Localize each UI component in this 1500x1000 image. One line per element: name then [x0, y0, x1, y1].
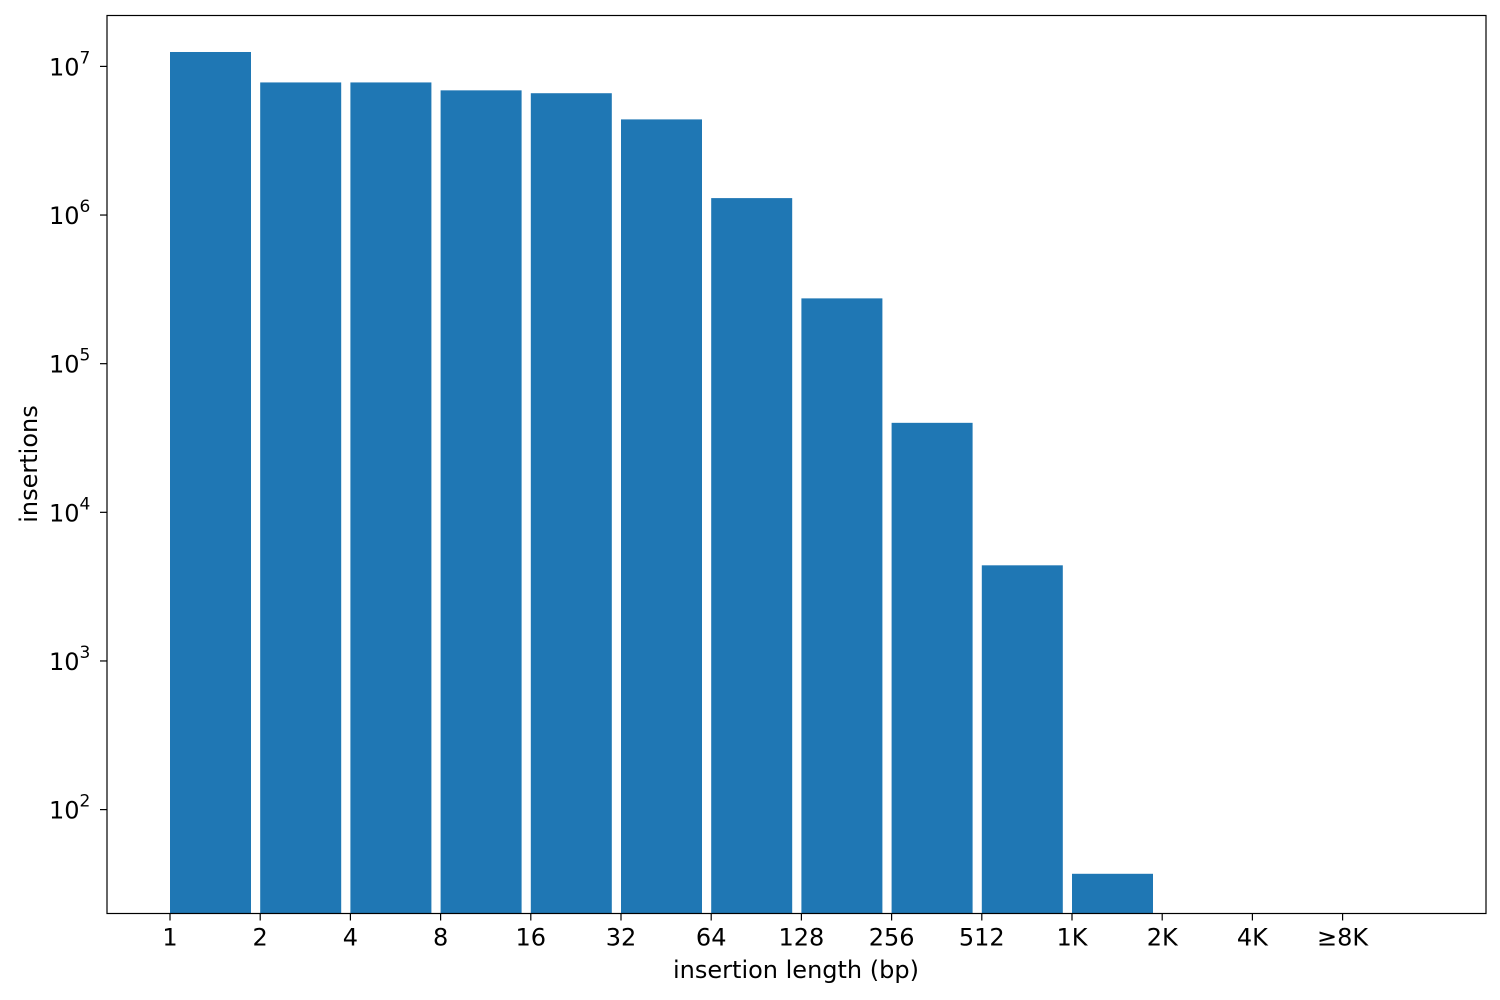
bar-8: [440, 90, 522, 914]
x-tick-label: 1K: [1056, 924, 1088, 952]
bar-2: [260, 82, 342, 914]
y-tick-label: 105: [49, 346, 90, 379]
y-tick-label: 107: [49, 48, 90, 81]
y-axis-label: insertions: [15, 405, 43, 523]
bar-32: [621, 119, 702, 914]
x-tick-label: 8: [433, 924, 448, 952]
x-axis-ticks: 1 2 4 8 16 32 64 128 256 512 1K 2K 4K ≥8K: [162, 913, 1369, 952]
x-tick-label: 4: [343, 924, 358, 952]
x-tick-label: 32: [606, 924, 637, 952]
bar-16: [530, 93, 612, 914]
x-tick-label: 256: [869, 924, 915, 952]
y-axis-ticks: 102 103 104 105 106 107: [49, 48, 107, 825]
x-tick-label: 16: [516, 924, 547, 952]
x-tick-label: ≥8K: [1317, 924, 1369, 952]
x-tick-label: 64: [696, 924, 727, 952]
y-tick-label: 106: [49, 197, 90, 230]
bar-128: [801, 298, 883, 914]
y-tick-label: 103: [49, 643, 90, 676]
bar-256: [891, 422, 973, 914]
plot-frame: [106, 14, 1487, 915]
x-tick-label: 512: [959, 924, 1005, 952]
x-tick-label: 128: [778, 924, 824, 952]
x-axis-label: insertion length (bp): [673, 956, 919, 984]
x-tick-label: 4K: [1237, 924, 1269, 952]
x-tick-label: 2K: [1147, 924, 1179, 952]
x-tick-label: 2: [253, 924, 268, 952]
y-tick-label: 104: [49, 494, 90, 527]
bar-512: [981, 565, 1063, 914]
y-tick-label: 102: [49, 792, 90, 825]
bar-1K: [1072, 873, 1153, 914]
bar-1: [170, 51, 251, 914]
bar-64: [711, 198, 793, 914]
bars-group: [170, 51, 1153, 914]
bar-4: [350, 82, 432, 914]
x-tick-label: 1: [162, 924, 177, 952]
